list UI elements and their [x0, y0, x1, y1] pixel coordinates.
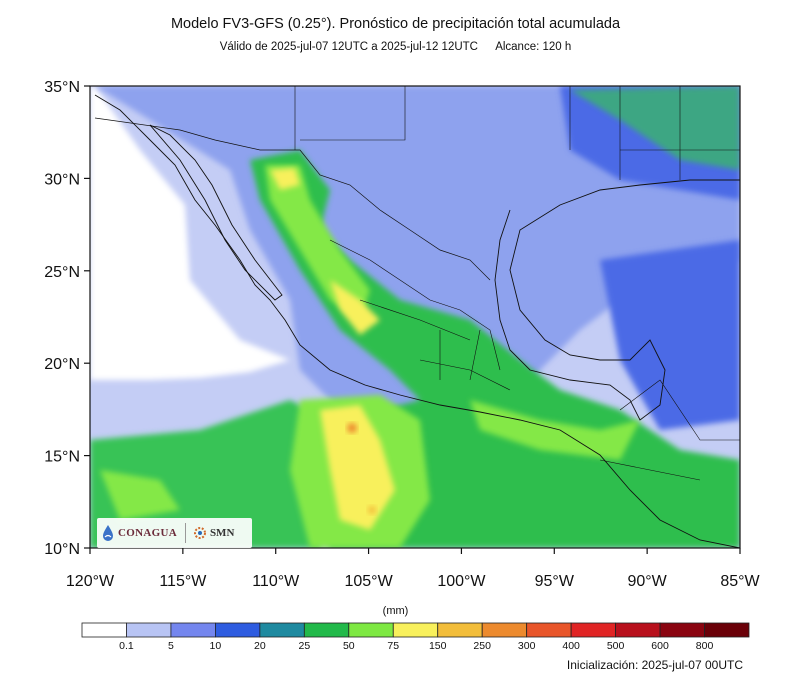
legend-swatch	[259, 622, 305, 638]
smn-gear-icon	[193, 527, 206, 539]
lat-label: 15°N	[44, 449, 80, 466]
lon-label: 110°W	[252, 573, 300, 590]
legend-tick-label: 600	[651, 640, 669, 652]
legend-swatch	[481, 622, 528, 638]
latitude-labels: 35°N 30°N 25°N 20°N 15°N 10°N	[44, 79, 80, 558]
legend-tick-labels: 0.1 5 10 20 25 50 75 150 250 300 400 500 600 800	[119, 640, 713, 652]
legend-tick-label: 25	[298, 640, 310, 652]
legend-swatch	[615, 622, 661, 638]
map-frame	[89, 85, 741, 549]
lon-label: 120°W	[66, 573, 115, 590]
legend-swatch	[437, 622, 483, 638]
legend-units: (mm)	[382, 605, 409, 617]
lon-label: 95°W	[535, 573, 575, 590]
legend-tick-label: 400	[562, 640, 580, 652]
lat-label: 25°N	[44, 264, 80, 281]
longitude-labels: 120°W 115°W 110°W 105°W 100°W 95°W 90°W 85°W	[66, 573, 761, 590]
legend-tick-label: 500	[607, 640, 625, 652]
initialization-time: Inicialización: 2025-jul-07 00UTC	[566, 658, 743, 672]
legend-swatch	[348, 622, 394, 638]
legend-swatch	[659, 622, 705, 638]
legend-swatch	[704, 622, 750, 638]
legend-tick-label: 150	[429, 640, 447, 652]
legend-swatch	[570, 622, 617, 638]
legend-tick-label: 0.1	[119, 640, 134, 652]
legend-swatch	[214, 622, 261, 638]
legend-tick-label: 5	[168, 640, 174, 652]
lat-label: 35°N	[44, 79, 80, 96]
smn-logo-text: SMN	[209, 527, 235, 539]
lon-label: 115°W	[159, 573, 207, 590]
precipitation-field	[90, 86, 740, 548]
legend-tick-label: 75	[387, 640, 399, 652]
legend-tick-label: 800	[696, 640, 714, 652]
lon-label: 105°W	[344, 573, 393, 590]
legend-swatch	[392, 622, 439, 638]
valid-period: Válido de 2025-jul-07 12UTC a 2025-jul-1…	[219, 41, 478, 53]
legend-tick-label: 300	[518, 640, 536, 652]
lon-label: 90°W	[627, 573, 667, 590]
lat-label: 20°N	[44, 356, 80, 373]
logo-panel: CONAGUA SMN	[97, 518, 252, 548]
legend-tick-label: 250	[473, 640, 491, 652]
legend-tick-label: 50	[343, 640, 355, 652]
legend-swatch	[303, 622, 350, 638]
logo-divider	[184, 523, 186, 543]
lat-label: 10°N	[44, 541, 80, 558]
legend-swatch	[81, 622, 127, 638]
legend-swatch	[526, 622, 572, 638]
conagua-logo-text: CONAGUA	[118, 527, 177, 539]
axis-ticks	[84, 85, 741, 554]
conagua-drop-icon	[103, 525, 113, 541]
forecast-range: Alcance: 120 h	[495, 41, 572, 53]
map-title: Modelo FV3-GFS (0.25°). Pronóstico de pr…	[170, 16, 621, 32]
legend-colorbar	[81, 622, 750, 638]
lat-label: 30°N	[44, 171, 80, 188]
conagua-logo: CONAGUA	[101, 524, 177, 542]
legend-tick-label: 20	[254, 640, 266, 652]
legend-tick-label: 10	[210, 640, 222, 652]
legend-swatch	[170, 622, 216, 638]
map-subtitle: Válido de 2025-jul-07 12UTC a 2025-jul-1…	[0, 41, 791, 53]
lon-label: 100°W	[437, 573, 486, 590]
legend-swatch	[126, 622, 172, 638]
lon-label: 85°W	[720, 573, 760, 590]
